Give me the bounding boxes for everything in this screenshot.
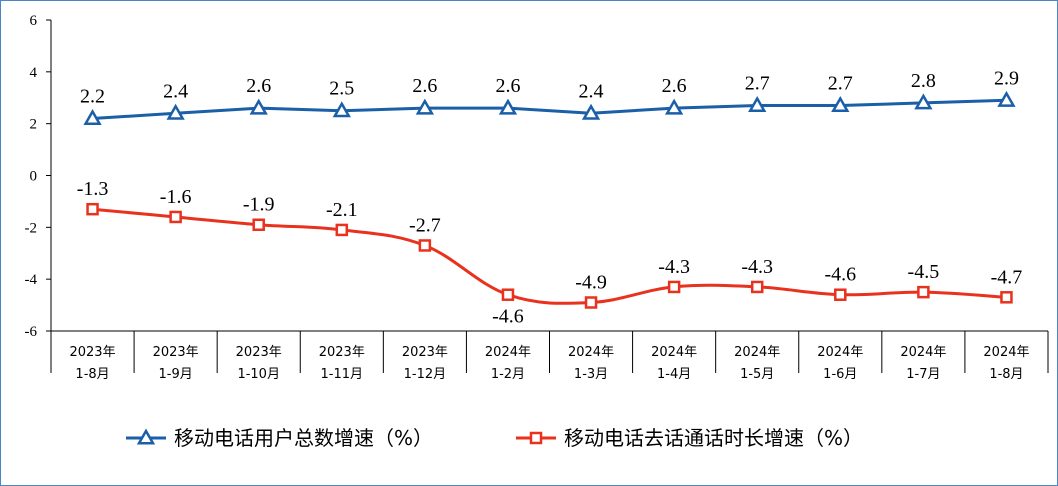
y-tick-label: 0 [30,169,38,185]
y-tick-label: -4 [25,272,38,288]
x-tick-label-year: 2024年 [983,345,1029,360]
data-label: 2.4 [163,80,188,102]
data-label: -2.1 [326,199,358,221]
x-tick-label-period: 1-8月 [75,367,109,382]
data-label: -4.9 [575,271,607,293]
x-tick-label-year: 2024年 [817,345,863,360]
data-point [83,108,102,125]
data-point [166,103,185,120]
x-tick-label-year: 2024年 [485,345,531,360]
x-tick-label-period: 1-2月 [491,367,525,382]
x-tick-label-year: 2024年 [900,345,946,360]
x-tick-label-year: 2024年 [651,345,697,360]
x-tick-label-year: 2023年 [236,345,282,360]
data-label: -4.6 [824,264,856,286]
data-point [917,285,930,299]
data-label: 2.7 [828,73,853,95]
x-tick-label-period: 1-8月 [989,367,1023,382]
legend-label: 移动电话用户总数增速（%） [174,426,433,450]
data-point [997,90,1016,107]
data-point [415,98,435,115]
x-tick-label-year: 2024年 [734,345,780,360]
data-point [834,288,847,301]
legend-item-1: 移动电话用户总数增速（%） [126,426,433,450]
x-tick-label-period: 1-4月 [657,367,691,382]
x-tick-label-year: 2023年 [319,345,365,360]
data-label: 2.6 [662,75,687,97]
data-point [498,98,518,115]
legend: 移动电话用户总数增速（%） 移动电话去话通话时长增速（%） [126,426,863,450]
data-point [748,96,767,113]
data-labels: 2.2 2.4 2.6 2.5 2.6 2.6 2.4 2.6 2.7 2.7 2.8 2.9 -1.3… [77,67,1023,327]
data-label: -4.6 [492,306,524,328]
y-tick-label: -2 [25,220,38,236]
data-point [584,296,598,309]
y-tick-label: -6 [25,324,38,340]
data-label: -1.6 [160,186,192,208]
data-point [581,103,601,120]
data-point [86,202,99,216]
data-label: 2.5 [329,78,354,100]
data-label: -4.5 [908,261,940,283]
data-label: 2.6 [246,75,271,97]
data-point [664,98,684,115]
x-tick-label-period: 1-12月 [404,367,447,382]
axes: 6 4 2 0 -2 -4 -6 2023年 1-8月 2023年 1-9月 2023年 1-10月 20… [25,13,1049,382]
data-point [169,210,182,224]
data-label: -4.3 [658,256,690,278]
x-tick-label-period: 1-9月 [159,367,193,382]
series-2 [86,202,1013,309]
data-point [1000,291,1013,304]
series-1 [83,90,1016,125]
x-tick-label-year: 2024年 [568,345,614,360]
data-label: -4.7 [991,266,1023,288]
series-line [92,98,1007,120]
x-tick-label-period: 1-11月 [321,367,364,382]
data-label: 2.2 [80,85,105,107]
y-tick-label: 6 [30,13,38,29]
data-label: -4.3 [741,256,773,278]
data-point [252,218,265,231]
data-point [914,93,933,110]
x-tick-label-year: 2023年 [69,345,115,360]
data-point [750,280,764,294]
data-point [418,239,432,252]
x-tick-label-period: 1-5月 [740,367,774,382]
triangle-marker-icon [136,428,156,445]
legend-item-2: 移动电话去话通话时长增速（%） [516,426,863,450]
x-tick-label-period: 1-3月 [574,367,608,382]
legend-label: 移动电话去话通话时长增速（%） [564,426,863,450]
data-label: 2.7 [745,73,770,95]
y-tick-label: 4 [30,65,38,81]
data-point [667,280,681,294]
data-label: 2.6 [412,75,437,97]
data-point [332,101,351,118]
data-label: -2.7 [409,214,441,236]
data-point [831,96,850,113]
series-line [92,207,1007,305]
x-tick-label-year: 2023年 [153,345,199,360]
data-label: -1.9 [243,194,275,216]
x-tick-label-period: 1-6月 [823,367,857,382]
data-point [249,98,268,115]
data-label: 2.6 [495,75,520,97]
data-point [501,288,515,301]
square-marker-icon [529,431,543,445]
data-label: 2.8 [911,70,936,92]
data-point [335,223,349,237]
data-label: -1.3 [77,178,109,200]
y-tick-label: 2 [30,117,38,133]
x-tick-label-period: 1-7月 [906,367,940,382]
series-layer [83,90,1016,309]
x-tick-label-year: 2023年 [402,345,448,360]
x-tick-label-period: 1-10月 [237,367,280,382]
data-label: 2.4 [579,80,604,102]
data-label: 2.9 [994,67,1019,89]
